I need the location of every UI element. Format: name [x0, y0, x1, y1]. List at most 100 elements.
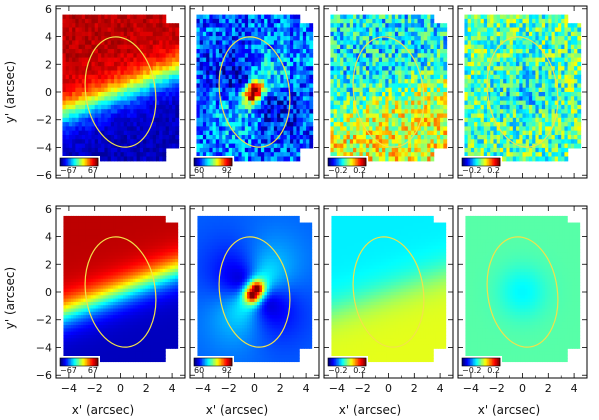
heatmap-cell	[152, 14, 157, 20]
heatmap-cell	[512, 23, 517, 29]
heatmap-cell	[260, 117, 265, 123]
heatmap-cell	[420, 126, 425, 132]
heatmap-cell	[577, 31, 582, 37]
heatmap-cell	[577, 96, 582, 102]
heatmap-cell	[209, 27, 214, 33]
colorbar-frame	[327, 157, 367, 167]
heatmap-cell	[139, 57, 144, 63]
heatmap-cell	[496, 122, 501, 127]
heatmap-cell	[378, 152, 383, 158]
heatmap-cell	[404, 18, 409, 24]
heatmap-cell	[209, 96, 214, 102]
heatmap-cell	[155, 31, 160, 37]
heatmap-cell	[499, 27, 504, 33]
heatmap-cell	[490, 14, 495, 20]
heatmap-cell	[548, 27, 553, 33]
heatmap-cell	[340, 66, 344, 72]
heatmap-cell	[143, 87, 147, 93]
heatmap-cell	[199, 31, 204, 37]
heatmap-cell	[277, 83, 281, 89]
heatmap-cell	[496, 79, 501, 84]
heatmap-cell	[516, 14, 520, 20]
heatmap-cell	[293, 53, 298, 59]
heatmap-cell	[375, 79, 380, 84]
heatmap-cell	[155, 27, 160, 33]
heatmap-cell	[162, 109, 167, 115]
heatmap-cell	[375, 53, 380, 59]
heatmap-cell	[155, 61, 160, 67]
heatmap-cell	[372, 53, 377, 59]
heatmap-cell	[557, 147, 562, 153]
heatmap-cell	[353, 152, 357, 158]
heatmap-cell	[362, 152, 367, 158]
heatmap-cell	[78, 79, 83, 84]
heatmap-cell	[385, 87, 390, 93]
heatmap-cell	[215, 92, 220, 97]
heatmap-cell	[535, 122, 540, 127]
heatmap-cell	[280, 96, 285, 102]
heatmap-cell	[391, 87, 396, 93]
heatmap-cell	[440, 135, 444, 140]
colorbar-segment	[335, 158, 338, 166]
heatmap-cell	[346, 23, 351, 29]
heatmap-cell	[289, 53, 294, 59]
heatmap-cell	[398, 156, 403, 162]
heatmap-cell	[503, 113, 507, 119]
heatmap-cell	[509, 53, 514, 59]
heatmap-cell	[228, 31, 233, 37]
colorbar-segment	[350, 158, 353, 166]
heatmap-cell	[349, 117, 354, 123]
heatmap-cell	[149, 143, 154, 149]
colorbar-segment	[71, 158, 74, 166]
heatmap-cell	[143, 126, 147, 132]
heatmap-cell	[114, 49, 118, 54]
heatmap-cell	[238, 139, 243, 145]
heatmap-cell	[474, 96, 478, 102]
heatmap-cell	[427, 61, 432, 67]
heatmap-cell	[512, 83, 517, 89]
heatmap-cell	[270, 74, 275, 80]
heatmap-cell	[554, 100, 559, 106]
heatmap-cell	[104, 53, 109, 59]
heatmap-cell	[398, 139, 403, 145]
heatmap-cell	[296, 66, 301, 72]
heatmap-cell	[299, 130, 304, 136]
colorbar-segment	[358, 158, 361, 166]
heatmap-cell	[401, 53, 406, 59]
heatmap-cell	[280, 117, 285, 123]
heatmap-cell	[152, 143, 157, 149]
heatmap-cell	[440, 130, 444, 136]
heatmap-cell	[117, 79, 122, 84]
heatmap-cell	[107, 27, 112, 33]
heatmap-cell	[532, 126, 536, 132]
colorbar-segment	[85, 158, 88, 166]
heatmap-cell	[394, 40, 399, 46]
heatmap-cell	[493, 14, 498, 20]
heatmap-cell	[199, 40, 204, 46]
heatmap-cell	[333, 139, 338, 145]
heatmap-cell	[114, 109, 118, 115]
heatmap-cell	[433, 27, 438, 33]
heatmap-cell	[296, 49, 301, 54]
heatmap-cell	[388, 31, 393, 37]
heatmap-cell	[365, 126, 370, 132]
heatmap-cell	[567, 87, 572, 93]
heatmap-cell	[483, 147, 488, 153]
heatmap-cell	[557, 113, 562, 119]
heatmap-cell	[260, 61, 265, 67]
heatmap-cell	[289, 117, 294, 123]
heatmap-cell	[567, 104, 572, 110]
heatmap-cell	[417, 87, 422, 93]
heatmap-cell	[199, 152, 204, 158]
colorbar-segment	[359, 158, 362, 166]
heatmap-cell	[139, 113, 144, 119]
heatmap-cell	[538, 143, 543, 149]
heatmap-cell	[81, 40, 86, 46]
heatmap-cell	[159, 156, 164, 162]
heatmap-cell	[375, 27, 380, 33]
heatmap-cell	[398, 79, 403, 84]
heatmap-cell	[330, 92, 335, 97]
heatmap-cell	[474, 66, 478, 72]
heatmap-cell	[506, 74, 511, 80]
heatmap-cell	[293, 126, 298, 132]
